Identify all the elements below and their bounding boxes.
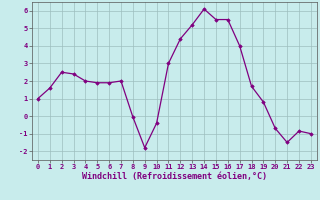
X-axis label: Windchill (Refroidissement éolien,°C): Windchill (Refroidissement éolien,°C)	[82, 172, 267, 181]
